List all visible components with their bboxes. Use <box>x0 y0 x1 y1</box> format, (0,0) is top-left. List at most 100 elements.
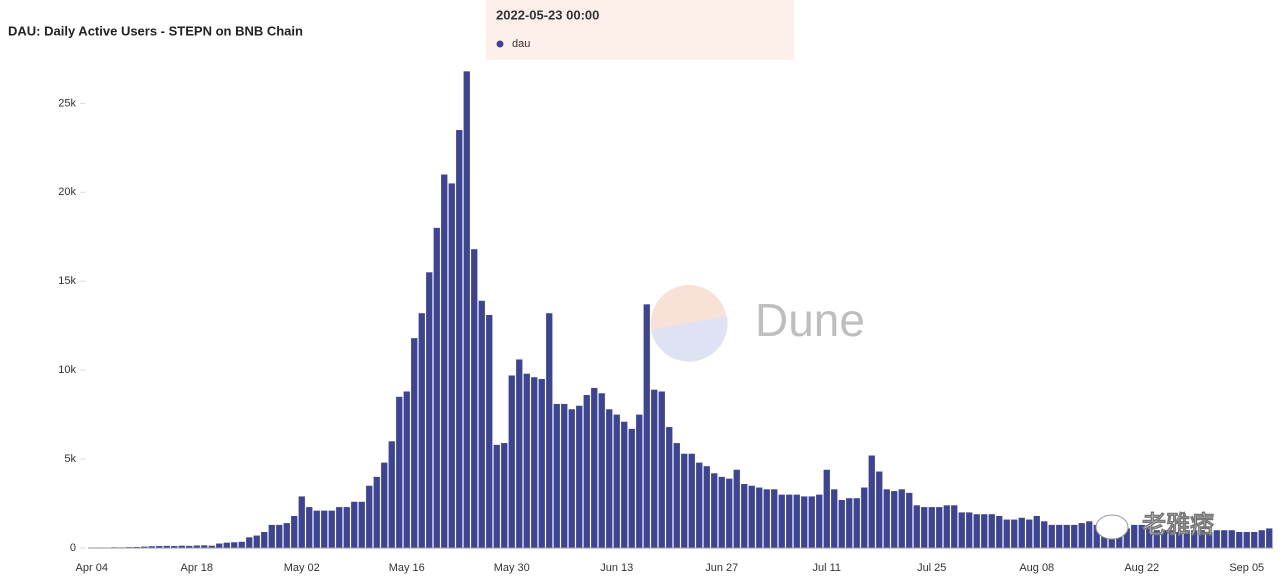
x-tick-label: May 30 <box>494 562 530 574</box>
bar <box>756 488 762 548</box>
bar <box>719 477 725 548</box>
tooltip: 2022-05-23 00:00 dau <box>486 0 794 60</box>
bar <box>1229 530 1235 548</box>
bar <box>224 543 230 548</box>
credit-text: 老雅痞 <box>1142 510 1214 538</box>
bar <box>479 301 485 548</box>
bar <box>321 511 327 548</box>
bar <box>239 542 245 548</box>
bar <box>906 493 912 548</box>
bar <box>464 71 470 548</box>
bar <box>629 429 635 548</box>
bar <box>704 466 710 548</box>
credit-icon <box>1096 515 1128 539</box>
x-tick-label: Jun 13 <box>600 562 633 574</box>
bar <box>614 415 620 548</box>
bar <box>749 486 755 548</box>
bar <box>591 388 597 548</box>
bar <box>569 409 575 548</box>
bar <box>494 445 500 548</box>
bar <box>944 505 950 548</box>
bar <box>426 272 432 548</box>
bar <box>689 454 695 548</box>
bar <box>824 470 830 548</box>
bar <box>471 249 477 548</box>
bar <box>299 496 305 548</box>
bar <box>891 491 897 548</box>
bar <box>741 484 747 548</box>
bar <box>269 525 275 548</box>
bar <box>839 500 845 548</box>
bar <box>276 525 282 548</box>
bar <box>809 496 815 548</box>
bar <box>561 404 567 548</box>
bar <box>1064 525 1070 548</box>
bar <box>216 544 222 548</box>
bar <box>284 523 290 548</box>
bar <box>1019 518 1025 548</box>
bar <box>336 507 342 548</box>
bar <box>419 313 425 548</box>
bar <box>659 391 665 548</box>
bar <box>254 536 260 548</box>
y-tick-label: 10k <box>58 364 76 376</box>
bar <box>696 463 702 548</box>
bar <box>576 406 582 548</box>
y-tick-label: 15k <box>58 275 76 287</box>
bar <box>636 415 642 548</box>
bar <box>1221 530 1227 548</box>
bar <box>374 477 380 548</box>
bar <box>1214 530 1220 548</box>
bar <box>231 542 237 548</box>
bar <box>411 338 417 548</box>
y-tick-label: 5k <box>64 453 76 465</box>
bar <box>486 315 492 548</box>
bar <box>599 393 605 548</box>
bar <box>854 498 860 548</box>
bar <box>666 427 672 548</box>
bar <box>921 507 927 548</box>
bar <box>456 130 462 548</box>
bar <box>246 537 252 548</box>
x-tick-label: Aug 22 <box>1124 562 1159 574</box>
watermark-text: Dune <box>755 294 865 346</box>
bar <box>929 507 935 548</box>
bar <box>974 514 980 548</box>
y-tick-label: 25k <box>58 97 76 109</box>
y-tick-label: 0 <box>70 542 76 554</box>
chart-title: DAU: Daily Active Users - STEPN on BNB C… <box>8 23 303 38</box>
bar <box>876 472 882 548</box>
tooltip-marker <box>497 41 504 48</box>
bar <box>764 489 770 548</box>
bar <box>644 304 650 548</box>
bar <box>381 463 387 548</box>
bar <box>554 404 560 548</box>
bar <box>1034 516 1040 548</box>
bar <box>1056 525 1062 548</box>
x-tick-label: Jun 27 <box>705 562 738 574</box>
bar <box>501 443 507 548</box>
bar <box>621 422 627 548</box>
bar <box>966 512 972 548</box>
bar <box>899 489 905 548</box>
bar <box>449 183 455 548</box>
x-tick-label: Apr 04 <box>76 562 108 574</box>
bar <box>359 502 365 548</box>
bar <box>734 470 740 548</box>
bar <box>989 514 995 548</box>
x-tick-label: Sep 05 <box>1229 562 1264 574</box>
x-tick-label: May 02 <box>284 562 320 574</box>
bar <box>1011 520 1017 548</box>
bar <box>846 498 852 548</box>
x-tick-label: Apr 18 <box>181 562 213 574</box>
bar <box>801 496 807 548</box>
bar <box>914 505 920 548</box>
bar <box>936 507 942 548</box>
bar <box>711 473 717 548</box>
x-tick-label: Jul 25 <box>917 562 946 574</box>
bar <box>546 313 552 548</box>
bar <box>291 516 297 548</box>
bar <box>1079 523 1085 548</box>
bar <box>351 502 357 548</box>
y-tick-label: 20k <box>58 186 76 198</box>
